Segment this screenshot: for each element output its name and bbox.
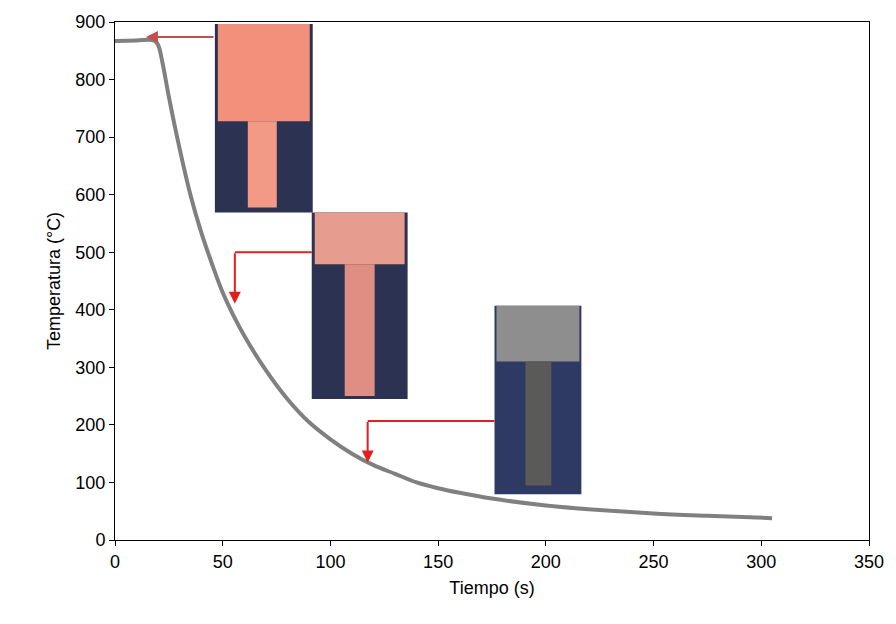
svg-text:400: 400 (75, 300, 105, 320)
svg-text:100: 100 (315, 552, 345, 572)
svg-text:300: 300 (746, 552, 776, 572)
svg-text:50: 50 (213, 552, 233, 572)
svg-text:150: 150 (423, 552, 453, 572)
svg-text:250: 250 (639, 552, 669, 572)
svg-text:Tiempo (s): Tiempo (s) (449, 578, 534, 598)
svg-text:200: 200 (531, 552, 561, 572)
svg-text:700: 700 (75, 127, 105, 147)
svg-text:200: 200 (75, 415, 105, 435)
svg-text:800: 800 (75, 70, 105, 90)
svg-text:350: 350 (854, 552, 884, 572)
svg-text:900: 900 (75, 12, 105, 32)
svg-text:500: 500 (75, 243, 105, 263)
svg-text:100: 100 (75, 473, 105, 493)
svg-text:600: 600 (75, 185, 105, 205)
svg-text:300: 300 (75, 358, 105, 378)
svg-text:Temperatura (°C): Temperatura (°C) (44, 212, 64, 350)
svg-text:0: 0 (95, 530, 105, 550)
svg-text:0: 0 (110, 552, 120, 572)
